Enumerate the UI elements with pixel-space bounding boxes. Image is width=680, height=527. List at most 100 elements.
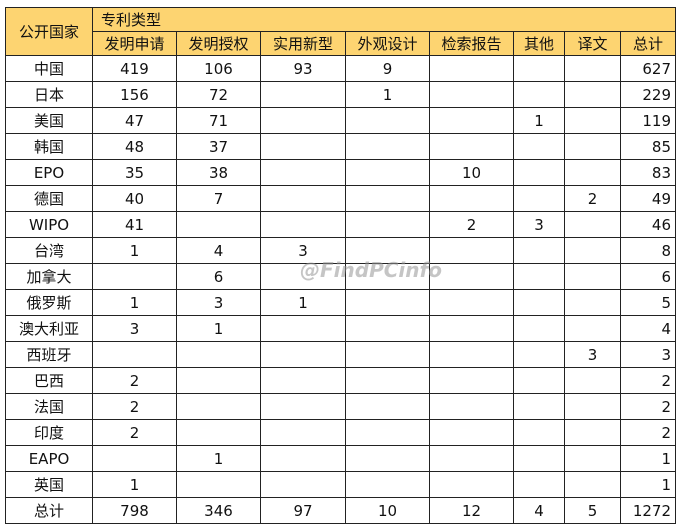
value-cell [429,289,514,316]
total-cell: 1 [620,471,676,498]
value-cell [176,341,261,368]
value-cell: 71 [176,107,261,134]
value-cell [513,81,565,108]
value-cell [513,289,565,316]
column-header: 外观设计 [345,31,430,56]
value-cell: 1 [260,289,346,316]
total-cell: 46 [620,211,676,238]
value-cell: 156 [92,81,177,108]
total-cell: 2 [620,367,676,394]
column-header: 检索报告 [429,31,514,56]
value-cell: 40 [92,185,177,212]
total-cell: 627 [620,55,676,82]
value-cell [260,315,346,342]
country-cell: 俄罗斯 [5,289,93,316]
value-cell [345,367,430,394]
value-cell [564,107,621,134]
table-row: 俄罗斯 1 3 1 5 [5,289,676,316]
value-cell: 1 [92,471,177,498]
country-cell: EPO [5,159,93,186]
value-cell [564,159,621,186]
value-cell [564,237,621,264]
value-cell: 5 [564,497,621,524]
value-cell: 41 [92,211,177,238]
table-row: 西班牙 3 3 [5,341,676,368]
total-cell: 5 [620,289,676,316]
value-cell: 346 [176,497,261,524]
value-cell [429,133,514,160]
value-cell [345,159,430,186]
value-cell [429,185,514,212]
total-cell: 229 [620,81,676,108]
value-cell [429,419,514,446]
value-cell [260,419,346,446]
value-cell: 6 [176,263,261,290]
header-patent-type: 专利类型 [92,7,676,32]
value-cell: 10 [429,159,514,186]
value-cell: 1 [92,289,177,316]
value-cell: 4 [513,497,565,524]
column-header: 总计 [620,31,676,56]
value-cell [429,367,514,394]
table-row: 英国 1 1 [5,471,676,498]
value-cell: 3 [92,315,177,342]
value-cell [345,445,430,472]
value-cell: 12 [429,497,514,524]
country-cell: 美国 [5,107,93,134]
value-cell [176,367,261,394]
value-cell [513,419,565,446]
value-cell: 7 [176,185,261,212]
value-cell [260,445,346,472]
country-cell: EAPO [5,445,93,472]
value-cell: 4 [176,237,261,264]
value-cell: 3 [260,237,346,264]
value-cell [345,393,430,420]
value-cell [260,367,346,394]
value-cell [260,185,346,212]
country-cell: 日本 [5,81,93,108]
value-cell [564,263,621,290]
column-header: 其他 [513,31,565,56]
value-cell: 35 [92,159,177,186]
patent-table: 公开国家 专利类型 发明申请 发明授权 实用新型 外观设计 检索报告 其他 译文 总计 中国 4… [5,7,676,524]
table-row: 法国 2 2 [5,393,676,420]
value-cell [564,419,621,446]
value-cell: 38 [176,159,261,186]
value-cell [429,263,514,290]
country-cell: 印度 [5,419,93,446]
total-cell: 2 [620,419,676,446]
value-cell [564,211,621,238]
column-header: 译文 [564,31,621,56]
value-cell [513,471,565,498]
value-cell [260,393,346,420]
total-cell: 85 [620,133,676,160]
table-row: WIPO 41 2 3 46 [5,211,676,238]
value-cell: 2 [92,367,177,394]
country-cell: 加拿大 [5,263,93,290]
value-cell: 3 [513,211,565,238]
table-row: 中国 419 106 93 9 627 [5,55,676,82]
value-cell [564,367,621,394]
value-cell [260,81,346,108]
value-cell [345,133,430,160]
total-cell: 3 [620,341,676,368]
value-cell [260,159,346,186]
value-cell [345,315,430,342]
value-cell: 1 [176,445,261,472]
value-cell [429,445,514,472]
value-cell [513,367,565,394]
value-cell: 48 [92,133,177,160]
value-cell [513,55,565,82]
value-cell [513,159,565,186]
value-cell: 47 [92,107,177,134]
value-cell [564,471,621,498]
value-cell [513,341,565,368]
value-cell: 10 [345,497,430,524]
value-cell [176,211,261,238]
table-row: 日本 156 72 1 229 [5,81,676,108]
value-cell [564,133,621,160]
value-cell [92,341,177,368]
country-cell: 中国 [5,55,93,82]
value-cell [513,133,565,160]
country-cell: 英国 [5,471,93,498]
